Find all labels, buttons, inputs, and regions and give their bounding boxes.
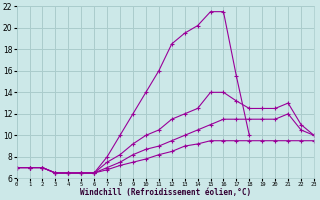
X-axis label: Windchill (Refroidissement éolien,°C): Windchill (Refroidissement éolien,°C) [80, 188, 251, 197]
